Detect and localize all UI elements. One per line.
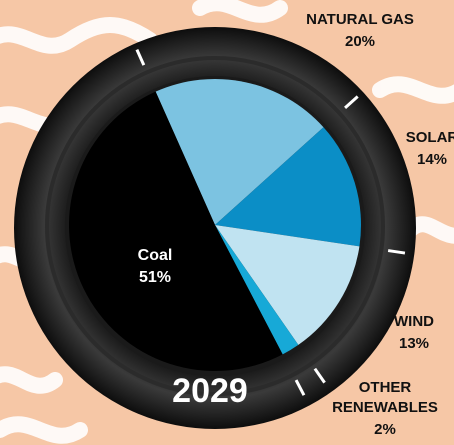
pie-slice [68, 91, 283, 372]
pie-slice [155, 79, 324, 225]
tire-rim [45, 56, 385, 396]
slice-label: WIND [394, 313, 434, 330]
slice-value: 51% [138, 269, 172, 286]
slice-label: SOLAR [405, 129, 454, 146]
tire-tick [294, 379, 306, 396]
slice-value: 2% [374, 421, 396, 438]
slice-label: Coal [137, 247, 173, 264]
chart-title: 2029 [172, 372, 248, 410]
pie-slice [215, 225, 299, 355]
tire-tick [313, 367, 326, 384]
tire-tick [344, 95, 359, 110]
slice-value: 13% [398, 335, 430, 352]
slice-label: OTHER RENEWABLES [332, 379, 438, 416]
slice-label: NATURAL GAS [306, 11, 414, 28]
tire-tick [387, 249, 406, 255]
pie-slice [215, 127, 361, 247]
slice-value: 20% [344, 33, 376, 50]
tire-tick [135, 48, 146, 66]
slice-value: 14% [416, 151, 448, 168]
pie-slice [215, 225, 360, 345]
